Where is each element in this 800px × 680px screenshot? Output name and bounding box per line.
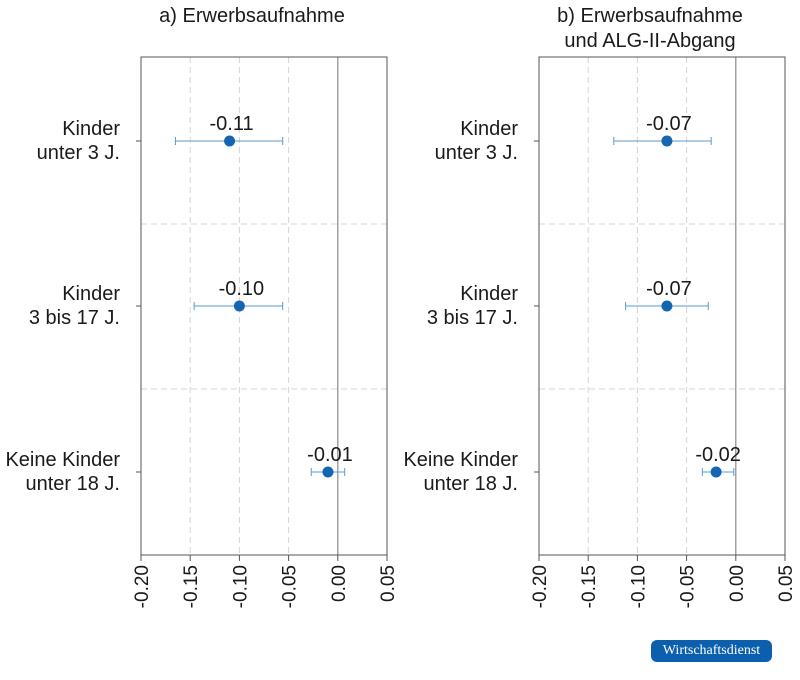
value-label: -0.07 (646, 278, 692, 300)
category-label: unter 18 J. (423, 473, 518, 495)
point-estimate (233, 300, 245, 312)
point-estimate (661, 300, 673, 312)
x-tick-label: -0.15 (181, 565, 202, 608)
x-tick-label: -0.20 (530, 565, 551, 608)
category-label: unter 3 J. (435, 142, 518, 164)
panel-title: b) Erwerbsaufnahme (557, 5, 743, 27)
panel-title: a) Erwerbsaufnahme (159, 5, 345, 27)
point-estimate (224, 135, 236, 147)
value-label: -0.01 (307, 444, 353, 466)
panel-b: b) Erwerbsaufnahme und ALG-II-Abgang Kinde… (403, 5, 797, 608)
x-tick-label: -0.05 (678, 565, 699, 608)
x-tick-label: -0.15 (579, 565, 600, 608)
x-tick-label: 0.00 (329, 565, 350, 602)
wirtschaftsdienst-badge: Wirtschaftsdienst (651, 640, 772, 662)
x-tick-label: 0.05 (378, 565, 399, 602)
panel-title: und ALG-II-Abgang (564, 30, 735, 52)
x-tick-label: -0.10 (628, 565, 649, 608)
x-tick-label: 0.00 (727, 565, 748, 602)
x-tick-label: -0.05 (280, 565, 301, 608)
category-label: Kinder (460, 118, 518, 140)
category-label: unter 3 J. (37, 142, 120, 164)
category-label: 3 bis 17 J. (29, 307, 120, 329)
category-label: unter 18 J. (25, 473, 120, 495)
value-label: -0.07 (646, 113, 692, 135)
x-tick-label: -0.10 (230, 565, 251, 608)
value-label: -0.02 (695, 444, 741, 466)
value-label: -0.10 (219, 278, 265, 300)
point-estimate (710, 466, 722, 478)
category-label: Kinder (460, 283, 518, 305)
point-estimate (661, 135, 673, 147)
category-label: Keine Kinder (403, 449, 518, 471)
x-tick-label: -0.20 (132, 565, 153, 608)
point-estimate (322, 466, 334, 478)
x-tick-label: 0.05 (776, 565, 797, 602)
category-label: Kinder (62, 283, 120, 305)
category-label: Keine Kinder (5, 449, 120, 471)
category-label: Kinder (62, 118, 120, 140)
value-label: -0.11 (210, 113, 254, 135)
category-label: 3 bis 17 J. (427, 307, 518, 329)
